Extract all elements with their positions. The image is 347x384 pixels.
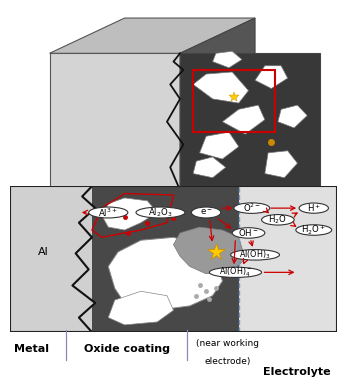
Polygon shape [50,53,180,190]
Text: Al(OH)$_4^-$: Al(OH)$_4^-$ [219,266,252,279]
Text: H$^+$: H$^+$ [307,202,321,214]
Polygon shape [255,66,288,89]
Ellipse shape [296,225,332,235]
Text: electrode): electrode) [204,357,251,366]
Polygon shape [222,105,265,134]
Polygon shape [10,186,337,332]
Ellipse shape [192,207,221,218]
Ellipse shape [232,228,265,238]
Text: (near working: (near working [196,339,259,348]
Polygon shape [50,18,255,53]
Ellipse shape [234,203,270,214]
Polygon shape [278,105,307,128]
Polygon shape [174,227,245,274]
Polygon shape [200,132,239,159]
Polygon shape [193,157,226,178]
Polygon shape [180,18,255,190]
Text: Metal: Metal [14,344,49,354]
Text: Al$^{3+}$: Al$^{3+}$ [98,206,118,219]
Text: Al$_2$O$_3$: Al$_2$O$_3$ [148,206,173,219]
Text: Al: Al [38,247,48,257]
Ellipse shape [136,207,185,218]
Polygon shape [108,237,222,310]
Polygon shape [239,186,337,332]
Text: OH$^-$: OH$^-$ [238,227,259,238]
Ellipse shape [209,267,262,277]
Polygon shape [193,72,248,103]
Ellipse shape [299,203,328,213]
Polygon shape [265,151,297,178]
Text: Electrolyte: Electrolyte [263,367,330,377]
Text: Al(OH)$_3$: Al(OH)$_3$ [239,248,271,261]
Ellipse shape [262,215,294,225]
Text: e$^-$: e$^-$ [200,208,213,217]
Polygon shape [239,186,337,332]
Polygon shape [10,186,92,332]
Polygon shape [102,198,157,230]
Polygon shape [180,53,320,190]
Text: H$_2$O$^+$: H$_2$O$^+$ [301,223,326,237]
Text: H$_2$O: H$_2$O [269,214,287,226]
Polygon shape [213,51,242,68]
Polygon shape [108,291,174,325]
Ellipse shape [89,207,128,218]
Polygon shape [10,186,95,332]
Text: Oxide coating: Oxide coating [84,344,170,354]
Text: O$^{2-}$: O$^{2-}$ [243,202,261,214]
Ellipse shape [230,250,279,260]
